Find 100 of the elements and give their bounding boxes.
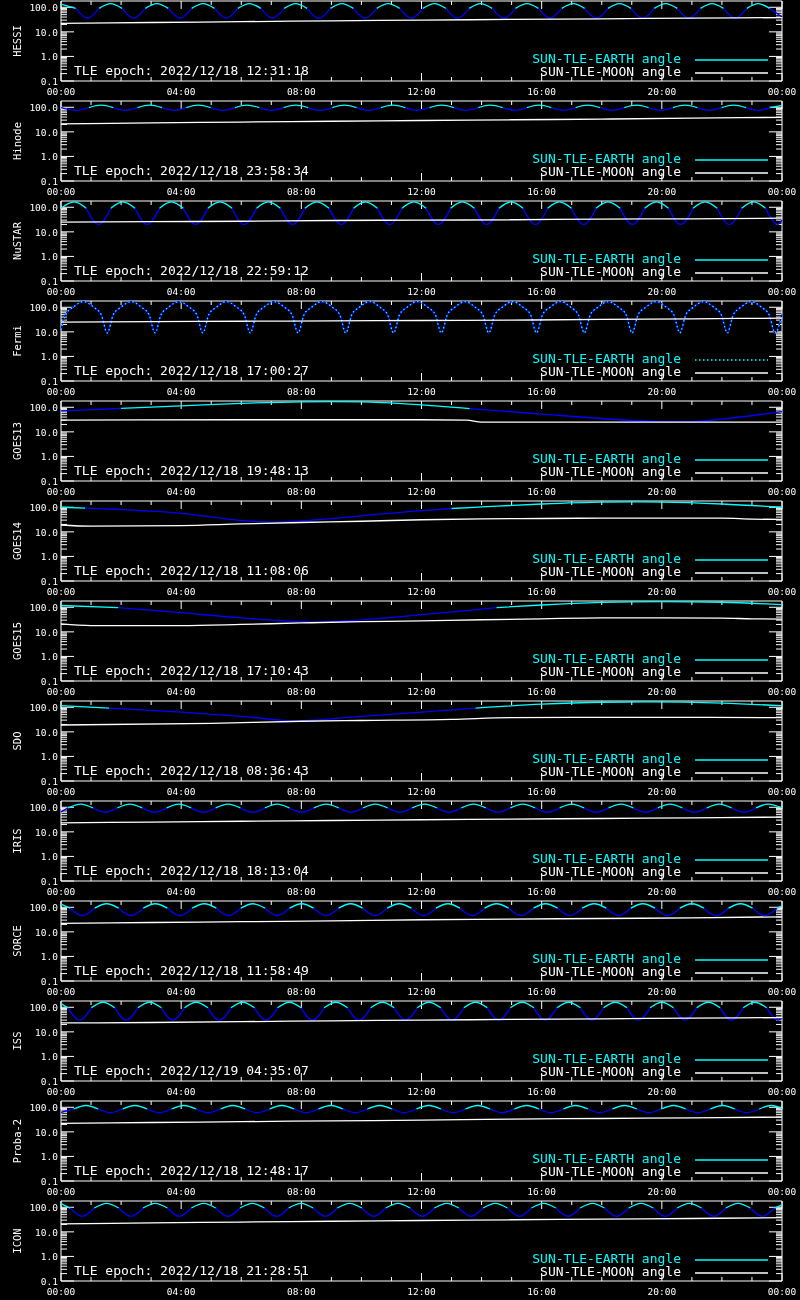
x-tick-label: 16:00 bbox=[527, 85, 557, 97]
y-axis-title: HESSI bbox=[11, 25, 23, 57]
y-tick-label: 100.0 bbox=[29, 1101, 59, 1113]
x-tick-label: 08:00 bbox=[287, 285, 316, 297]
y-tick-label: 100.0 bbox=[29, 801, 59, 813]
x-tick-label: 00:00 bbox=[767, 1085, 797, 1097]
text: SUN-TLE-EARTH angle bbox=[532, 750, 682, 765]
x-tick-label: 20:00 bbox=[647, 85, 677, 97]
y-axis-title: GOES13 bbox=[11, 422, 23, 460]
x-tick-label: 08:00 bbox=[287, 1285, 316, 1297]
y-tick-label: 100.0 bbox=[29, 301, 59, 313]
y-tick-label: 1.0 bbox=[40, 550, 59, 562]
x-tick-label: 00:00 bbox=[46, 285, 76, 297]
x-tick-label: 00:00 bbox=[46, 485, 76, 497]
y-tick-label: 10.0 bbox=[35, 626, 59, 638]
x-tick-label: 08:00 bbox=[287, 985, 316, 997]
x-tick-label: 04:00 bbox=[166, 385, 196, 397]
y-tick-label: 0.1 bbox=[40, 275, 59, 287]
x-tick-label: 04:00 bbox=[166, 685, 196, 697]
x-tick-label: 00:00 bbox=[46, 885, 76, 897]
x-tick-label: 00:00 bbox=[767, 385, 797, 397]
line-series bbox=[120, 400, 471, 410]
x-tick-label: 20:00 bbox=[647, 285, 677, 297]
x-tick-label: 00:00 bbox=[46, 385, 76, 397]
y-tick-label: 10.0 bbox=[35, 126, 59, 138]
x-tick-label: 20:00 bbox=[647, 1085, 677, 1097]
x-tick-label: 00:00 bbox=[46, 685, 76, 697]
x-tick-label: 16:00 bbox=[527, 285, 557, 297]
y-tick-label: 1.0 bbox=[40, 350, 59, 362]
x-tick-label: 16:00 bbox=[527, 485, 557, 497]
y-axis-title: SDO bbox=[11, 731, 23, 751]
x-tick-label: 16:00 bbox=[527, 885, 557, 897]
y-tick-label: 1.0 bbox=[40, 150, 59, 162]
y-axis-title: ISS bbox=[11, 1031, 23, 1051]
y-tick-label: 0.1 bbox=[40, 175, 59, 187]
y-tick-label: 0.1 bbox=[40, 1175, 59, 1187]
x-tick-label: 04:00 bbox=[166, 585, 196, 597]
x-tick-label: 12:00 bbox=[407, 985, 437, 997]
x-tick-label: 00:00 bbox=[767, 685, 797, 697]
y-tick-label: 100.0 bbox=[29, 501, 59, 513]
x-tick-label: 16:00 bbox=[527, 985, 557, 997]
text: SUN-TLE-EARTH angle bbox=[532, 1050, 682, 1065]
annotation: TLE epoch: 2022/12/18 08:36:43 bbox=[74, 762, 309, 777]
y-tick-label: 1.0 bbox=[40, 850, 59, 862]
y-tick-label: 1.0 bbox=[40, 1150, 59, 1162]
x-tick-label: 16:00 bbox=[527, 685, 557, 697]
x-tick-label: 12:00 bbox=[407, 1185, 437, 1197]
y-tick-label: 10.0 bbox=[35, 1026, 59, 1038]
annotation: TLE epoch: 2022/12/18 23:58:34 bbox=[74, 162, 309, 177]
series-label: SUN-TLE-EARTH angle bbox=[532, 350, 682, 365]
annotation: TLE epoch: 2022/12/18 17:00:27 bbox=[74, 362, 309, 377]
x-tick-label: 00:00 bbox=[767, 185, 797, 197]
annotation: TLE epoch: 2022/12/18 22:59:12 bbox=[74, 262, 309, 277]
x-tick-label: 20:00 bbox=[647, 385, 677, 397]
y-tick-label: 1.0 bbox=[40, 50, 59, 62]
y-tick-label: 1.0 bbox=[40, 1250, 59, 1262]
y-tick-label: 10.0 bbox=[35, 526, 59, 538]
x-tick-label: 04:00 bbox=[166, 285, 196, 297]
x-tick-label: 12:00 bbox=[407, 185, 437, 197]
x-tick-label: 00:00 bbox=[767, 485, 797, 497]
x-tick-label: 16:00 bbox=[527, 585, 557, 597]
x-tick-label: 08:00 bbox=[287, 85, 316, 97]
y-axis-title: IRIS bbox=[11, 828, 23, 854]
x-tick-label: 08:00 bbox=[287, 385, 316, 397]
x-tick-label: 04:00 bbox=[166, 1085, 196, 1097]
x-tick-label: 04:00 bbox=[166, 185, 196, 197]
y-tick-label: 0.1 bbox=[40, 1275, 59, 1287]
text: SUN-TLE-EARTH angle bbox=[532, 50, 682, 65]
x-tick-label: 04:00 bbox=[166, 785, 196, 797]
y-tick-label: 0.1 bbox=[40, 775, 59, 787]
x-tick-label: 04:00 bbox=[166, 985, 196, 997]
annotation: TLE epoch: 2022/12/18 17:10:43 bbox=[74, 662, 309, 677]
x-tick-label: 00:00 bbox=[767, 285, 797, 297]
x-tick-label: 08:00 bbox=[287, 685, 316, 697]
y-tick-label: 100.0 bbox=[29, 1201, 59, 1213]
annotation: TLE epoch: 2022/12/18 11:58:49 bbox=[74, 962, 309, 977]
y-tick-label: 100.0 bbox=[29, 101, 59, 113]
y-tick-label: 0.1 bbox=[40, 975, 59, 987]
text: SUN-TLE-EARTH angle bbox=[532, 150, 682, 165]
y-tick-label: 1.0 bbox=[40, 450, 59, 462]
y-tick-label: 10.0 bbox=[35, 426, 59, 438]
y-tick-label: 1.0 bbox=[40, 750, 59, 762]
x-tick-label: 08:00 bbox=[287, 585, 316, 597]
x-tick-label: 16:00 bbox=[527, 1085, 557, 1097]
x-tick-label: 20:00 bbox=[647, 1185, 677, 1197]
x-tick-label: 08:00 bbox=[287, 785, 316, 797]
x-tick-label: 12:00 bbox=[407, 685, 437, 697]
x-tick-label: 04:00 bbox=[166, 1285, 196, 1297]
annotation: TLE epoch: 2022/12/18 11:08:06 bbox=[74, 562, 309, 577]
x-tick-label: 12:00 bbox=[407, 585, 437, 597]
line-series bbox=[117, 606, 498, 623]
y-tick-label: 100.0 bbox=[29, 1, 59, 13]
x-tick-label: 16:00 bbox=[527, 185, 557, 197]
x-tick-label: 16:00 bbox=[527, 1185, 557, 1197]
line-series bbox=[84, 507, 453, 523]
x-tick-label: 16:00 bbox=[527, 385, 557, 397]
x-tick-label: 20:00 bbox=[647, 985, 677, 997]
y-tick-label: 0.1 bbox=[40, 575, 59, 587]
y-tick-label: 10.0 bbox=[35, 326, 59, 338]
x-tick-label: 00:00 bbox=[46, 85, 76, 97]
